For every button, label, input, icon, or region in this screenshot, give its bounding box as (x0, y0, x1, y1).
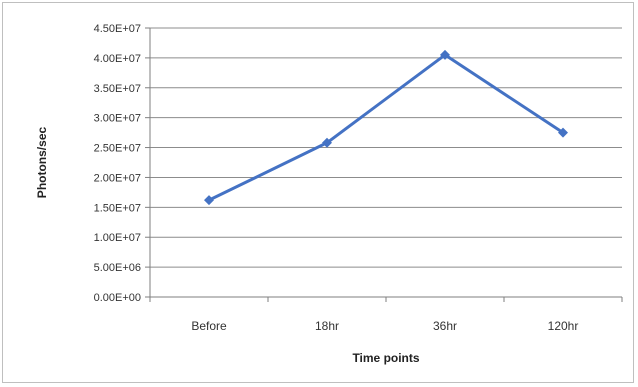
chart-frame (2, 2, 634, 383)
x-tick-label: 36hr (433, 319, 457, 333)
data-point-marker (204, 195, 214, 206)
x-axis-ticks: Before 18hr 36hr 120hr (149, 297, 623, 333)
y-tick-label: 2.50E+07 (94, 143, 141, 155)
x-tick-label: Before (191, 319, 227, 333)
y-tick-label: 0.00E+00 (94, 292, 141, 304)
y-tick-label: 3.50E+07 (94, 83, 141, 95)
y-axis-ticks: 0.00E+00 5.00E+06 1.00E+07 1.50E+07 2.00E+07… (94, 23, 150, 304)
y-tick-label: 4.00E+07 (94, 53, 141, 65)
series-layer (204, 49, 568, 206)
data-point-marker (440, 49, 450, 60)
gridlines (150, 27, 622, 268)
series-line (208, 53, 564, 202)
y-tick-label: 5.00E+06 (94, 262, 141, 274)
data-point-marker (322, 137, 332, 148)
y-axis-label: Photons/sec (35, 127, 49, 199)
y-tick-label: 3.00E+07 (94, 113, 141, 125)
x-tick-label: 120hr (548, 319, 579, 333)
y-tick-label: 4.50E+07 (94, 23, 141, 35)
y-tick-label: 2.00E+07 (94, 172, 141, 184)
y-tick-label: 1.50E+07 (94, 202, 141, 214)
data-point-marker (558, 127, 568, 138)
x-tick-label: 18hr (315, 319, 339, 333)
y-tick-label: 1.00E+07 (94, 232, 141, 244)
x-axis-label: Time points (352, 351, 419, 365)
